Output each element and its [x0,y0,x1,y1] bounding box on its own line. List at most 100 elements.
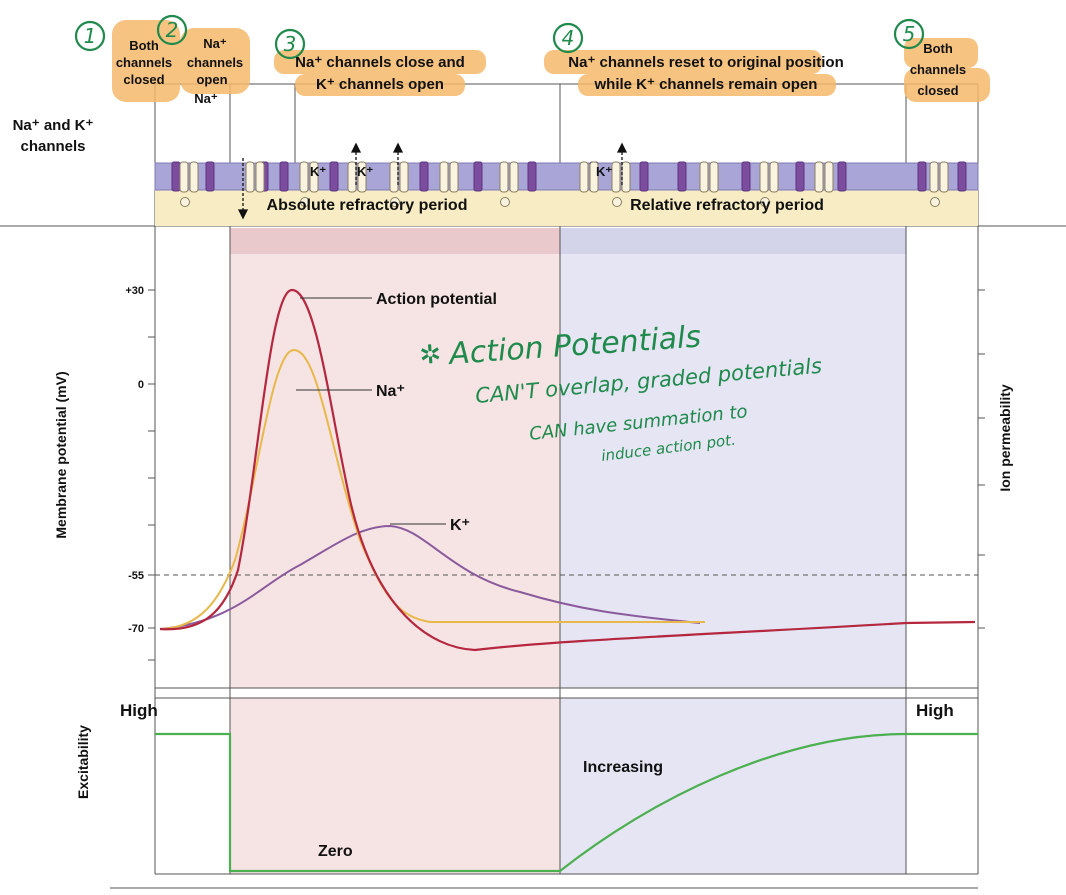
sodium-channel-subunit [449,161,459,193]
sodium-channel-subunit [189,161,199,193]
phase-1-number: 1 [84,24,97,48]
potassium-channel-subunit [171,161,181,192]
handwritten-annotation: ✲ Action Potentials CAN'T overlap, grade… [418,319,822,464]
na-curve-label: Na⁺ [376,383,405,400]
phase-3-line-1: Na⁺ channels close and [295,54,465,71]
membrane-bilayer [154,162,979,191]
sodium-channel-subunit [439,161,449,193]
phase-2-line-1: Na⁺ [203,36,227,51]
k-permeability-curve [159,524,701,630]
cytoplasm-band [155,190,978,226]
potassium-channel-subunit [279,161,289,192]
channels-row-label-1: Na⁺ and K⁺ [13,117,94,134]
inactivation-gate [760,197,770,207]
phase-2-extra: Na⁺ [194,91,218,106]
action-potential-curve [159,288,976,652]
sodium-channel-subunit [255,161,265,193]
sodium-channel-subunit [589,161,599,193]
sodium-channel-subunit [769,161,779,193]
phase-5-line-3: closed [917,83,958,98]
phase-3-number: 3 [284,32,297,56]
phase-3-line-2: K⁺ channels open [316,76,444,93]
sodium-channel-subunit [579,161,589,193]
phase-4-number: 4 [562,26,575,50]
absolute-refractory-band-top [230,228,560,254]
absolute-excitability-region [230,698,560,874]
excitability-high-left: High [120,701,158,720]
sodium-channel-subunit [939,161,949,193]
k-label-1: K⁺ [310,164,326,179]
tick-minus-70: -70 [128,623,144,635]
excitability-increasing: Increasing [583,759,663,776]
inactivation-gate [930,197,940,207]
phase-5-line-1: Both [923,41,953,56]
phase-2-line-2: channels [187,55,243,70]
sodium-channel-subunit [509,161,519,193]
sodium-channel-subunit [399,161,409,193]
potassium-channel-subunit [527,161,537,192]
relative-refractory-label: Relative refractory period [630,197,824,214]
membrane-channel-proteins [171,161,967,207]
sodium-channel-subunit [499,161,509,193]
potassium-channel-subunit [837,161,847,192]
sodium-channel-subunit [357,161,367,193]
inactivation-gate [612,197,622,207]
inactivation-gate [390,197,400,207]
phase-number-circles [74,14,925,60]
action-potential-label: Action potential [376,291,497,308]
annotation-star: ✲ [418,340,442,371]
sodium-channel-subunit [179,161,189,193]
relative-refractory-band-top [560,228,906,254]
excitability-axis-label: Excitability [75,725,91,799]
channels-row-label-2: channels [20,138,85,155]
sodium-channel-subunit [824,161,834,193]
potassium-channel-subunit [917,161,927,192]
k-efflux-arrows [237,142,628,220]
potassium-channel-subunit [741,161,751,192]
potassium-channel-subunit [205,161,215,192]
potassium-channel-subunit [639,161,649,192]
inactivation-gate [180,197,190,207]
relative-refractory-region [560,228,906,688]
relative-excitability-region [560,698,906,874]
potassium-channel-subunit [329,161,339,192]
header-highlights [112,20,990,102]
tick-minus-55: -55 [128,570,144,582]
sodium-channel-subunit [299,161,309,193]
excitability-high-right: High [916,701,954,720]
phase-2-number: 2 [166,18,179,42]
phase-1-line-3: closed [123,72,164,87]
sodium-channel-subunit [699,161,709,193]
potassium-channel-subunit [677,161,687,192]
phase-1-line-2: channels [116,55,172,70]
sodium-channel-subunit [929,161,939,193]
phase-5-number: 5 [903,22,916,46]
sodium-channel-subunit [621,161,631,193]
phase-4-line-1: Na⁺ channels reset to original position [568,54,843,71]
inactivation-gate [300,197,310,207]
phase-4-line-2: while K⁺ channels remain open [594,76,818,93]
phase-5-line-2: channels [910,62,966,77]
k-label-2: K⁺ [357,164,373,179]
potassium-channel-subunit [419,161,429,192]
sodium-channel-subunit [389,161,399,193]
inactivation-gate [500,197,510,207]
potassium-channel-subunit [473,161,483,192]
sodium-channel-subunit [347,161,357,193]
sodium-channel-subunit [245,161,255,193]
potassium-channel-subunit [795,161,805,192]
potential-ticks [148,289,985,661]
ion-permeability-axis-label: Ion permeability [997,384,1013,492]
excitability-zero: Zero [318,843,353,860]
sodium-channel-subunit [611,161,621,193]
phase-2-line-3: open [196,72,227,87]
excitability-curve [155,732,978,873]
sodium-channel-subunit [759,161,769,193]
absolute-refractory-label: Absolute refractory period [267,197,468,214]
tick-0: 0 [138,379,144,391]
sodium-channel-subunit [709,161,719,193]
absolute-refractory-region [230,228,560,688]
sodium-channel-subunit [814,161,824,193]
sodium-channel-subunit [309,161,319,193]
